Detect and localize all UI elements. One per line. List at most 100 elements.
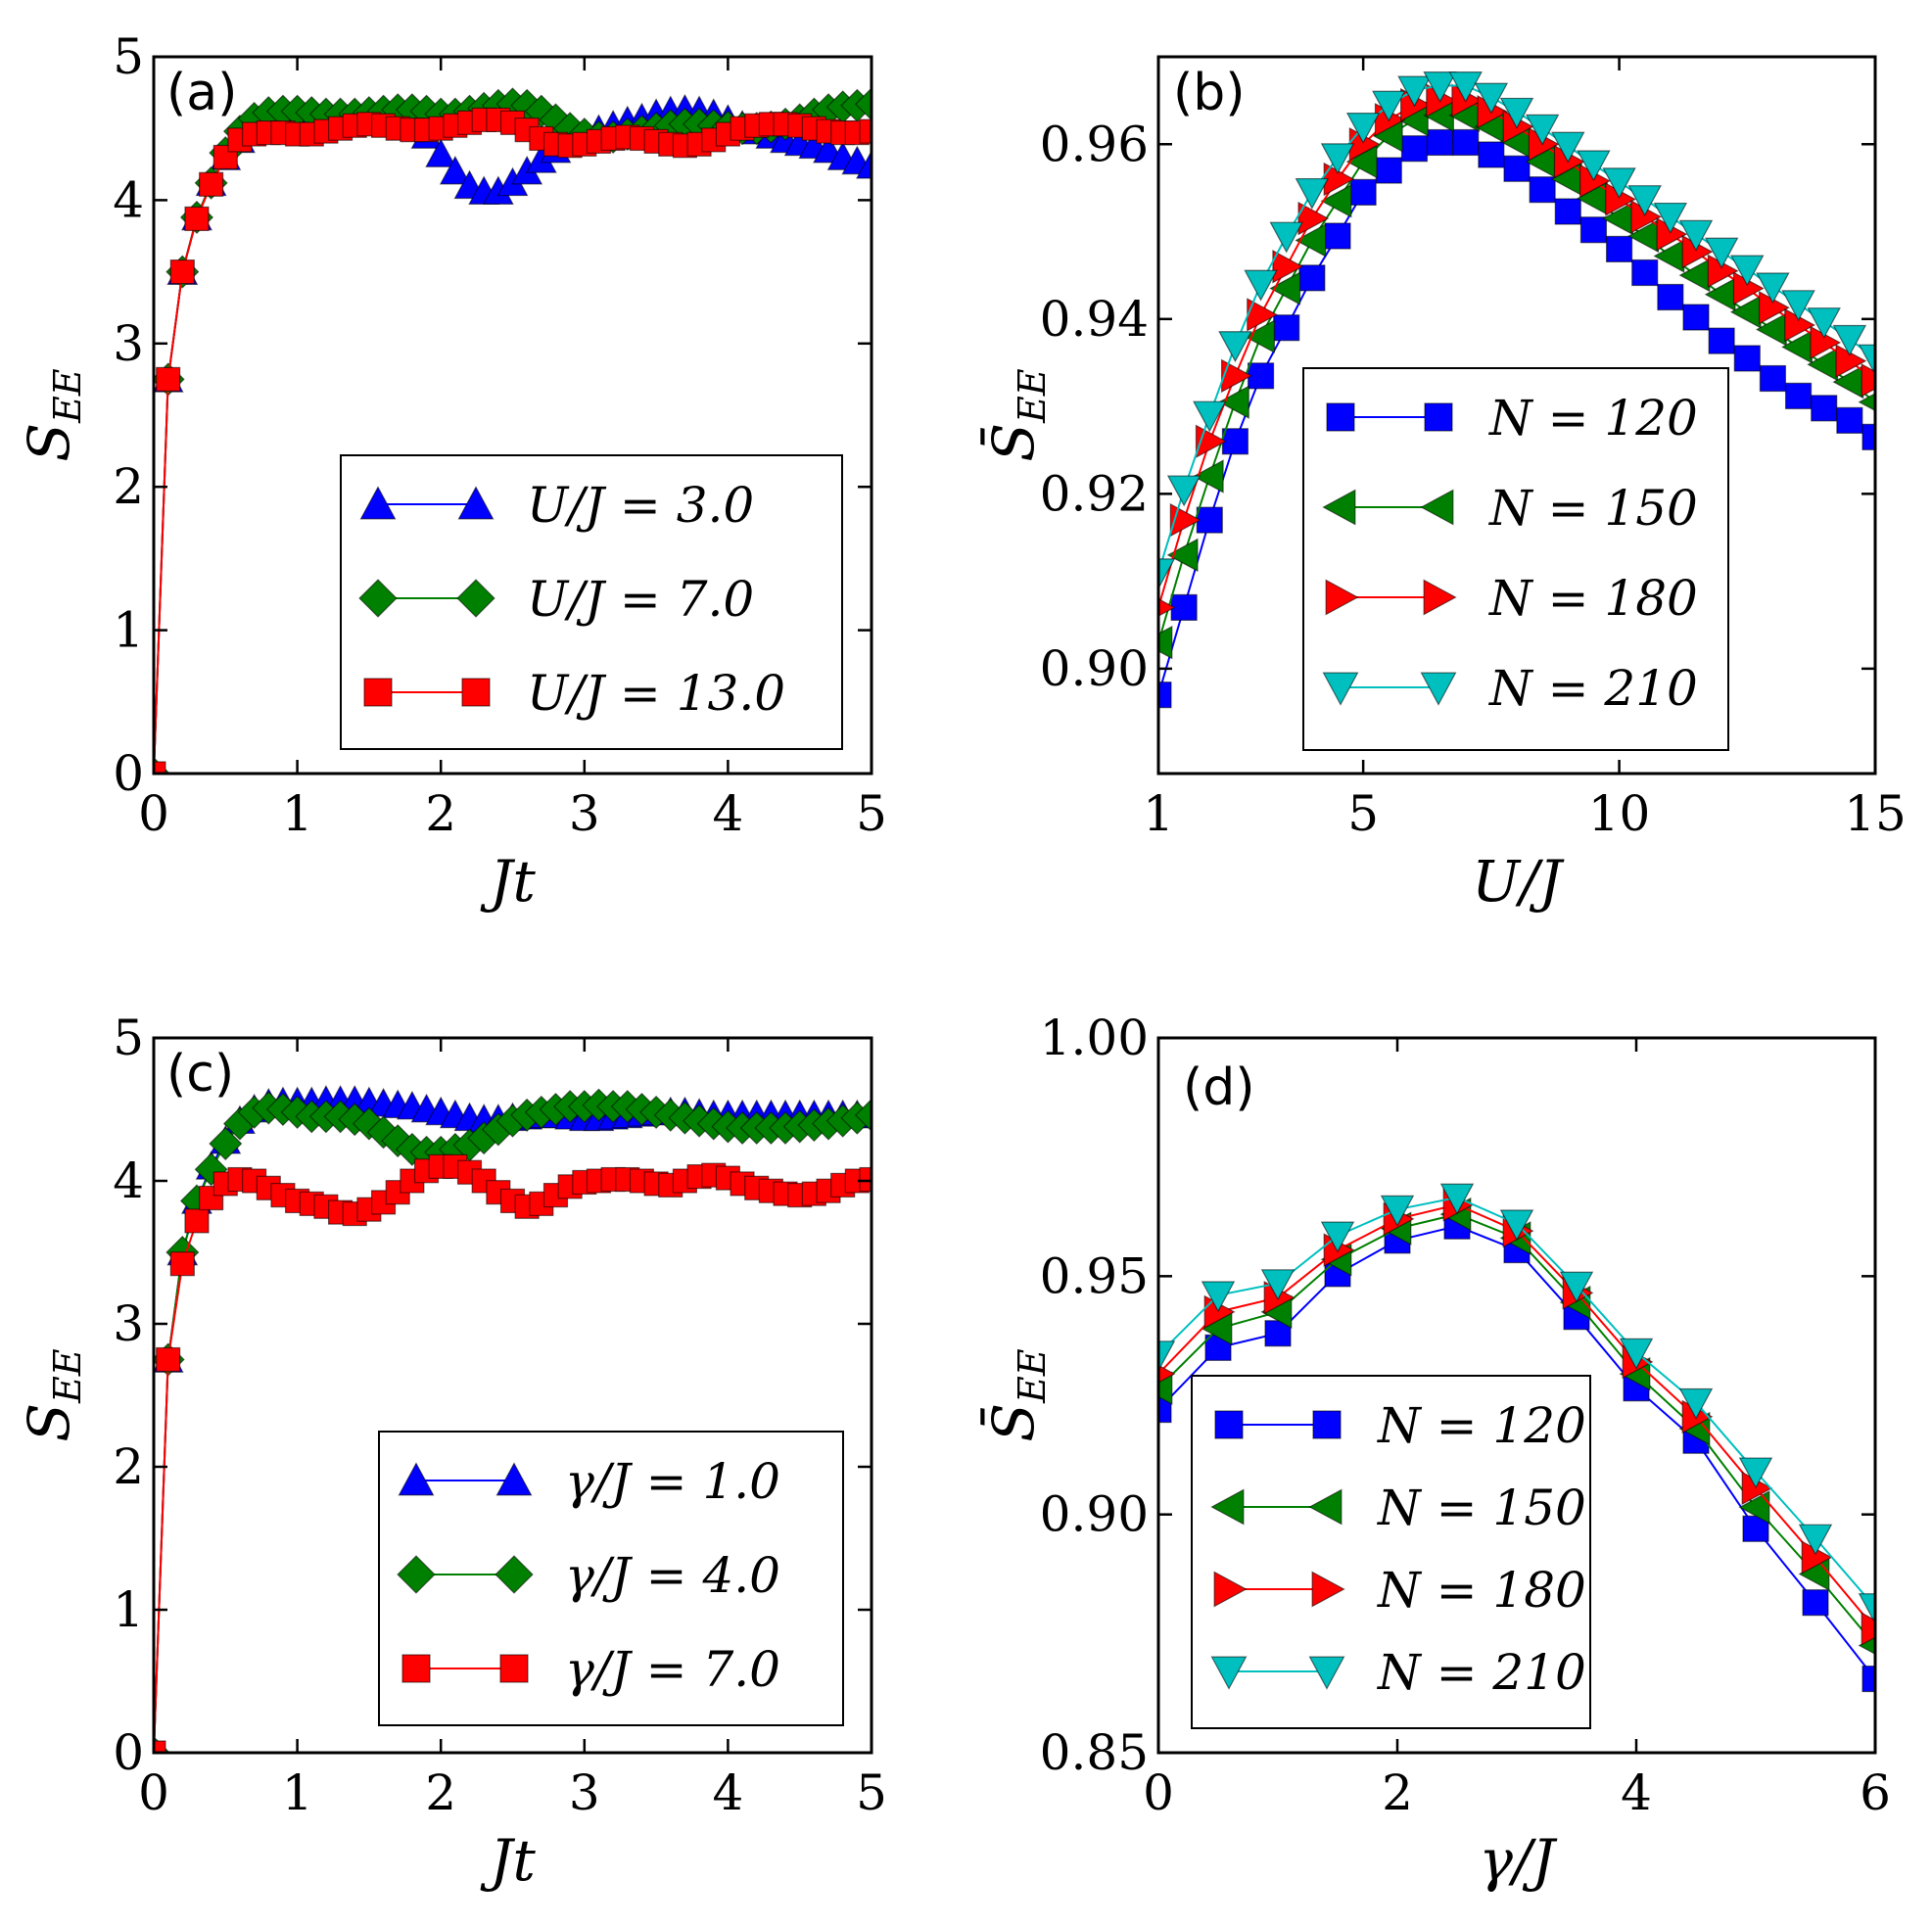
legend-label: γ/J = 7.0: [565, 1641, 780, 1698]
legend-marker: [1210, 1488, 1245, 1526]
x-tick-label: 4: [712, 785, 743, 842]
data-point: [855, 150, 872, 179]
panel-label: (d): [1183, 1058, 1255, 1117]
y-tick-label: 2: [113, 1438, 144, 1495]
x-tick-label: 5: [1347, 785, 1379, 842]
data-point: [1166, 475, 1202, 507]
data-point: [1836, 406, 1863, 434]
legend-marker: [401, 1654, 431, 1683]
legend-marker: [1311, 1571, 1345, 1608]
legend-label: U/J = 3.0: [527, 477, 754, 534]
plot-frame: [152, 55, 873, 776]
data-point: [1244, 269, 1278, 302]
legend-marker: [358, 579, 398, 618]
legend: U/J = 3.0 U/J = 7.0 U/J = 13.0: [340, 454, 843, 750]
legend-item: N = 150: [1322, 480, 1698, 537]
legend-item: γ/J = 7.0: [401, 1641, 780, 1698]
data-point: [1201, 1281, 1236, 1313]
legend-item: N = 210: [1210, 1644, 1586, 1701]
legend-marker: [398, 1462, 435, 1496]
data-point: [1802, 1589, 1829, 1617]
legend-label: γ/J = 1.0: [565, 1453, 780, 1510]
data-point: [1733, 345, 1761, 372]
data-point: [1297, 201, 1330, 236]
x-tick-label: 1: [282, 785, 313, 842]
x-axis-title: U/J: [1472, 848, 1564, 915]
y-tick-label: 1.00: [1040, 1010, 1149, 1066]
data-point: [1738, 1490, 1770, 1525]
y-axis-title-subscript: EE: [46, 1348, 89, 1404]
legend-marker: [1210, 1656, 1248, 1690]
legend-marker: [1308, 1488, 1343, 1526]
y-axis-title: SEE: [16, 1348, 89, 1441]
legend-item: U/J = 13.0: [363, 665, 785, 722]
series-3: [1158, 83, 1875, 617]
data-point: [352, 1106, 386, 1141]
legend-label: N = 180: [1488, 570, 1698, 627]
data-point: [1678, 219, 1714, 252]
data-point: [1730, 255, 1765, 287]
y-axis-title-subscript: EE: [46, 368, 89, 424]
data-point: [1298, 264, 1326, 292]
data-point: [1192, 459, 1224, 494]
data-point: [1193, 400, 1227, 433]
data-point: [1602, 167, 1636, 200]
legend-marker: [495, 1462, 533, 1496]
data-point: [1499, 1209, 1534, 1242]
data-point: [1221, 358, 1252, 394]
x-tick-label: 2: [425, 1764, 456, 1821]
x-tick-label: 4: [1621, 1764, 1652, 1821]
data-point: [1798, 1524, 1833, 1556]
legend-marker: [359, 486, 397, 520]
data-point: [1551, 131, 1585, 164]
data-point: [1158, 1340, 1176, 1373]
data-point: [1247, 362, 1275, 390]
data-point: [1295, 177, 1330, 210]
data-point: [366, 1115, 401, 1150]
y-tick-label: 5: [113, 28, 144, 85]
y-tick-label: 0.94: [1040, 291, 1149, 348]
data-point: [859, 1166, 872, 1193]
legend-marker: [457, 486, 495, 520]
legend-marker: [456, 579, 495, 618]
data-point: [194, 1152, 228, 1187]
data-point: [1320, 1221, 1355, 1253]
legend-marker: [397, 1555, 436, 1594]
panel-label: (a): [166, 64, 237, 122]
legend: N = 120 N = 150 N = 180 N = 210: [1191, 1375, 1591, 1729]
legend-marker: [1420, 489, 1454, 526]
y-axis-title-subscript: EE: [1011, 1348, 1054, 1404]
legend-label: N = 180: [1377, 1562, 1586, 1619]
y-axis-title-main: S: [16, 423, 82, 462]
panel-label: (c): [166, 1045, 234, 1104]
data-point: [1158, 682, 1172, 709]
y-tick-label: 0: [113, 745, 144, 802]
data-point: [1861, 363, 1875, 398]
data-point: [1756, 272, 1790, 305]
data-point: [1577, 150, 1611, 182]
data-point: [1478, 141, 1505, 168]
legend-marker: [1424, 402, 1453, 432]
series-3: [154, 107, 872, 774]
data-point: [156, 366, 181, 392]
data-point: [169, 1251, 195, 1277]
x-tick-label: 4: [712, 1764, 743, 1821]
legend-label: N = 150: [1488, 480, 1698, 537]
data-point: [1529, 176, 1556, 204]
x-tick-label: 2: [425, 785, 456, 842]
y-tick-label: 1: [113, 602, 144, 659]
data-point: [156, 1346, 181, 1373]
legend-item: N = 180: [1213, 1562, 1586, 1619]
y-tick-label: 5: [113, 1010, 144, 1066]
data-point: [1619, 1338, 1654, 1370]
data-point: [1452, 128, 1480, 157]
legend-label: N = 150: [1377, 1480, 1586, 1536]
legend-item: N = 120: [1214, 1397, 1586, 1454]
data-point: [184, 206, 210, 232]
legend-item: N = 150: [1210, 1480, 1586, 1536]
data-point: [854, 87, 872, 121]
legend-box: [1191, 1375, 1591, 1729]
x-axis-title: Jt: [480, 848, 536, 915]
